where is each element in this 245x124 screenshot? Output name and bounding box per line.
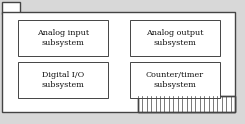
Bar — [138, 96, 235, 112]
Bar — [18, 62, 108, 98]
Text: Analog output
subsystem: Analog output subsystem — [146, 29, 204, 47]
Bar — [2, 12, 235, 112]
Bar — [18, 20, 108, 56]
Text: Analog input
subsystem: Analog input subsystem — [37, 29, 89, 47]
Bar — [2, 2, 20, 14]
Bar — [138, 96, 235, 112]
Text: Counter/timer
subsystem: Counter/timer subsystem — [146, 71, 204, 89]
Bar — [130, 62, 220, 98]
Text: Digital I/O
subsystem: Digital I/O subsystem — [42, 71, 85, 89]
Bar — [130, 20, 220, 56]
